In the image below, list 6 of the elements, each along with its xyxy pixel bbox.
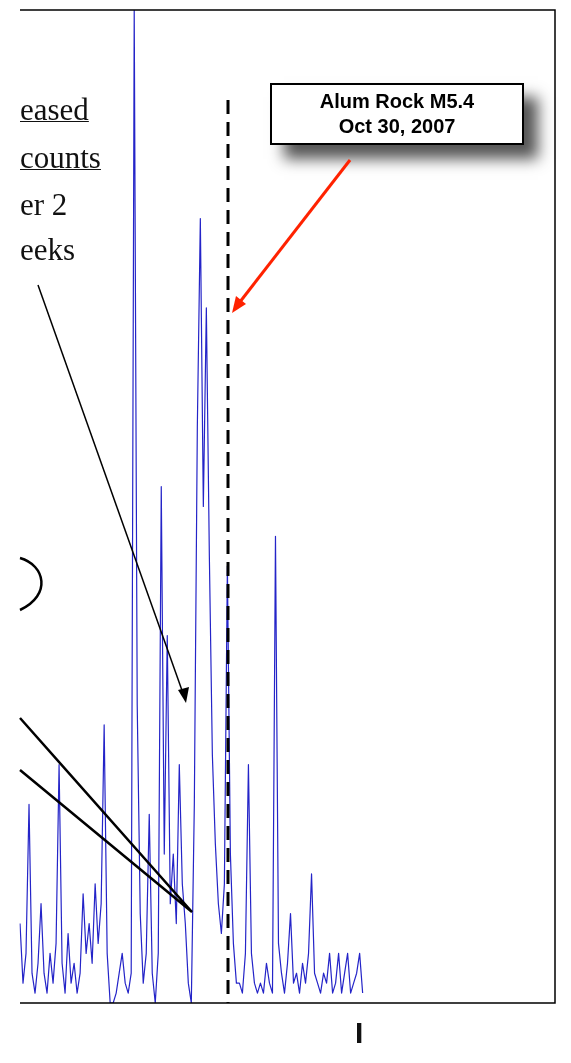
annotation: counts <box>20 140 101 175</box>
annotation: er 2 <box>20 187 68 222</box>
annotation: eased <box>20 92 89 127</box>
annotation: eeks <box>20 232 76 267</box>
text: I <box>355 1016 364 1049</box>
callout-box: Alum Rock M5.4 Oct 30, 2007 <box>270 83 524 145</box>
